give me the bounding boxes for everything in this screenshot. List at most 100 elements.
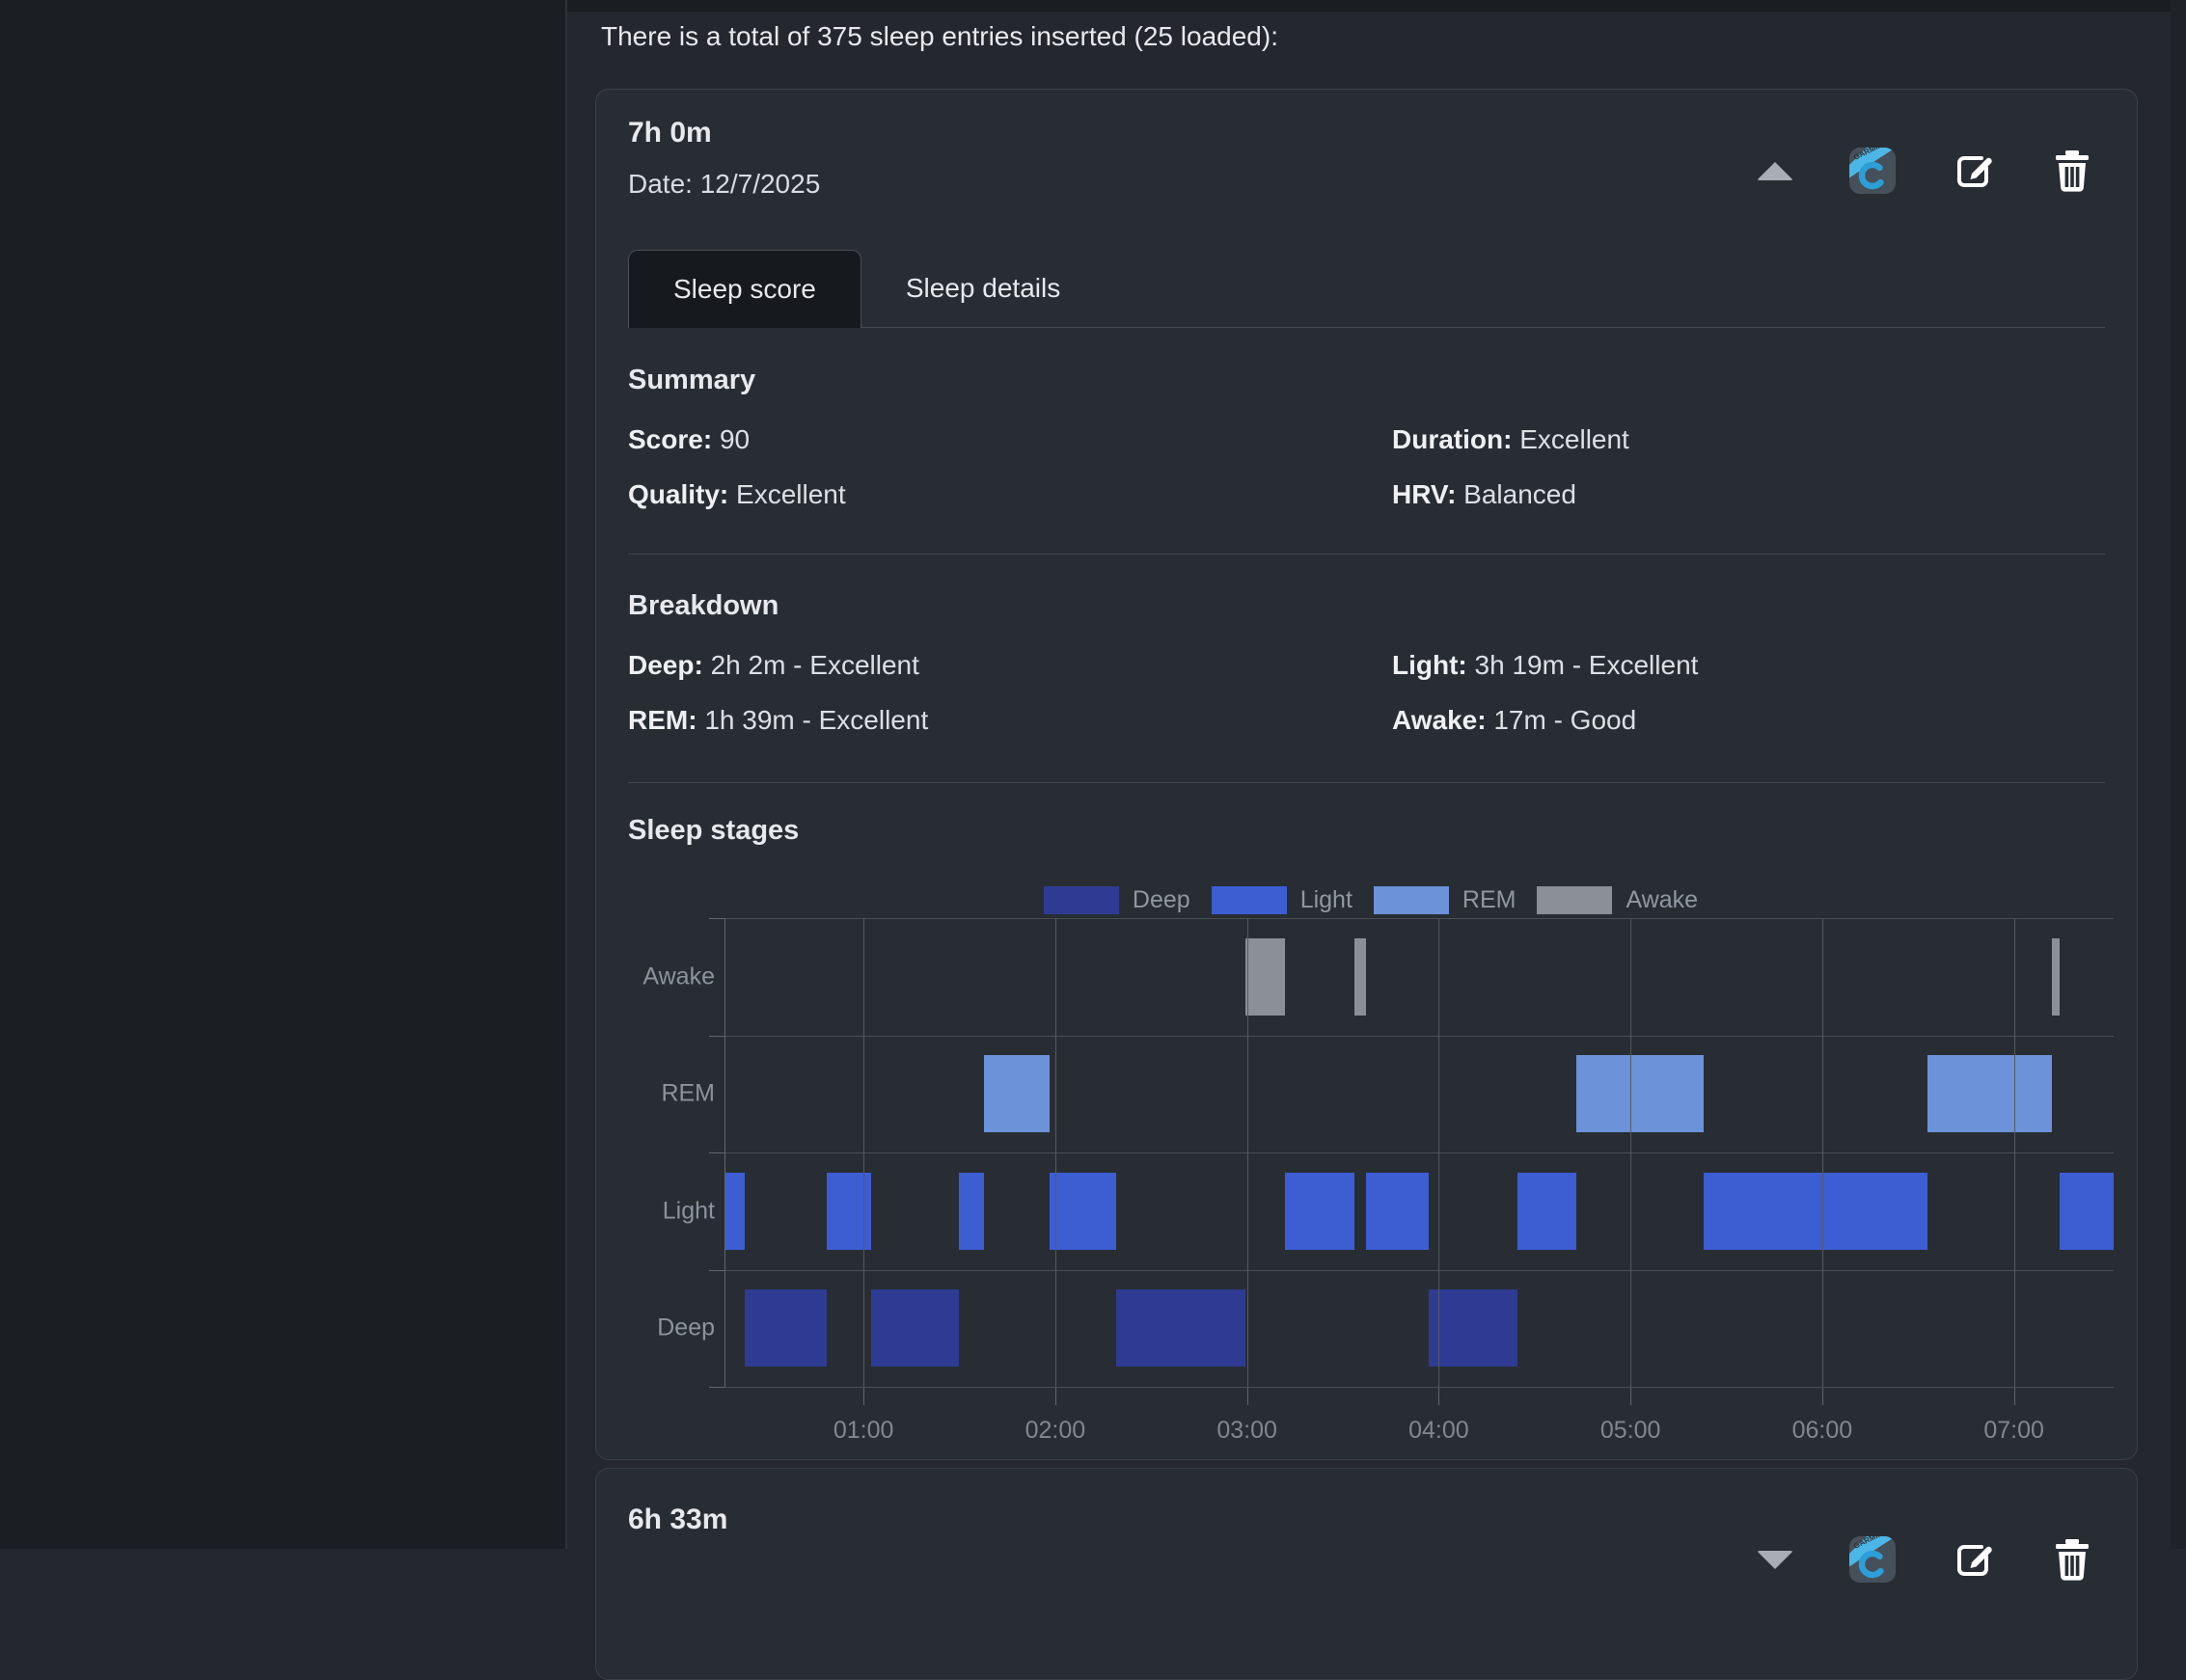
- delete-button[interactable]: [2052, 1537, 2092, 1582]
- breakdown-awake: Awake: 17m - Good: [1392, 703, 2105, 738]
- chart-y-axis-labels: Awake REM Light Deep: [628, 918, 715, 1387]
- edit-pencil-icon: [1952, 1537, 1996, 1582]
- edit-button[interactable]: [1952, 1537, 1996, 1582]
- chart-row-gridline: [724, 1152, 2114, 1153]
- chart-y-tick: [709, 1152, 724, 1153]
- chart-hour-gridline: [1821, 918, 1823, 1387]
- chart-y-label-awake: Awake: [642, 962, 715, 990]
- summary-duration-label: Duration:: [1392, 424, 1513, 454]
- edit-pencil-icon: [1952, 149, 1996, 193]
- garmin-connect-icon: GARMIN: [1849, 1536, 1896, 1583]
- summary-quality-label: Quality:: [628, 479, 729, 509]
- breakdown-deep: Deep: 2h 2m - Excellent: [628, 648, 1392, 683]
- sleep-stages-chart: Awake REM Light Deep 01:00 02:00 03:00 04:00 05…: [628, 918, 2114, 1444]
- chart-hour-gridline: [2013, 918, 2015, 1387]
- chart-y-tick: [709, 1269, 724, 1271]
- legend-swatch-deep: [1043, 885, 1119, 914]
- sleep-entry-card: 7h 0m Date: 12/7/2025 GARMIN: [595, 89, 2138, 1460]
- sleep-stage-bar-light: [1703, 1172, 1928, 1250]
- delete-button[interactable]: [2052, 149, 2092, 193]
- chart-hour-gridline: [1054, 918, 1056, 1387]
- breakdown-light: Light: 3h 19m - Excellent: [1392, 648, 2105, 683]
- breakdown-rem-value: 1h 39m - Excellent: [704, 705, 929, 735]
- sleep-stage-bar-light: [1285, 1172, 1354, 1250]
- entry-date: Date: 12/7/2025: [628, 169, 821, 199]
- edit-button[interactable]: [1952, 149, 1996, 193]
- chart-x-tick: [1054, 1387, 1056, 1405]
- chart-y-tick: [709, 918, 724, 919]
- sleep-stage-bar-deep: [871, 1289, 960, 1368]
- legend-label-deep: Deep: [1132, 885, 1190, 913]
- chart-x-tick-label: 03:00: [1216, 1417, 1277, 1444]
- breakdown-rem: REM: 1h 39m - Excellent: [628, 703, 1392, 738]
- chart-hour-gridline: [1246, 918, 1248, 1387]
- summary-quality: Quality: Excellent: [628, 477, 1392, 512]
- right-edge-strip: [2171, 0, 2186, 1549]
- legend-item-light: Light: [1211, 885, 1353, 914]
- breakdown-deep-value: 2h 2m - Excellent: [710, 650, 919, 680]
- legend-swatch-light: [1211, 885, 1287, 914]
- sleep-stage-bar-deep: [1116, 1289, 1245, 1368]
- legend-item-deep: Deep: [1043, 885, 1190, 914]
- collapse-button[interactable]: [1757, 161, 1793, 180]
- chart-y-axis-line: [724, 918, 725, 1387]
- sleep-stage-bar-awake: [2052, 937, 2061, 1016]
- sleep-stage-bar-light: [724, 1172, 745, 1250]
- chart-row-gridline: [724, 1035, 2114, 1037]
- sleep-stage-bar-light: [959, 1172, 985, 1250]
- tab-sleep-details[interactable]: Sleep details: [905, 273, 1061, 303]
- section-divider: [628, 554, 2105, 555]
- garmin-connect-icon: GARMIN: [1849, 148, 1896, 194]
- chart-row-gridline: [724, 1387, 2114, 1388]
- expand-button[interactable]: [1757, 1550, 1793, 1569]
- summary-hrv-value: Balanced: [1463, 479, 1576, 509]
- chart-x-tick: [1438, 1387, 1440, 1405]
- sleep-stages-legend: Deep Light REM Awake: [628, 884, 2114, 915]
- tab-sleep-score[interactable]: Sleep score: [628, 250, 861, 328]
- summary-score-label: Score:: [628, 424, 713, 454]
- sleep-stage-bar-light: [1049, 1172, 1117, 1250]
- sleep-stage-bar-light: [827, 1172, 872, 1250]
- breakdown-awake-label: Awake:: [1392, 705, 1487, 735]
- chart-x-tick-label: 07:00: [1983, 1417, 2044, 1444]
- chart-y-label-deep: Deep: [657, 1314, 715, 1341]
- chart-hour-gridline: [863, 918, 865, 1387]
- sleep-stage-bar-awake: [1244, 937, 1286, 1016]
- entry-duration-title: 7h 0m: [628, 117, 712, 149]
- chart-x-tick-label: 04:00: [1408, 1417, 1469, 1444]
- legend-label-awake: Awake: [1626, 885, 1699, 913]
- legend-swatch-rem: [1373, 885, 1449, 914]
- entry-actions: GARMIN: [1757, 122, 2092, 219]
- next-sleep-entry-card: 6h 33m GARMIN: [595, 1468, 2138, 1680]
- chart-hour-gridline: [1438, 918, 1440, 1387]
- breakdown-grid: Deep: 2h 2m - Excellent Light: 3h 19m - …: [628, 648, 2105, 738]
- sleep-stage-bar-deep: [744, 1289, 828, 1368]
- breakdown-heading: Breakdown: [628, 590, 779, 621]
- sleep-stage-bar-light: [1365, 1172, 1430, 1250]
- legend-item-rem: REM: [1373, 885, 1517, 914]
- summary-quality-value: Excellent: [736, 479, 846, 509]
- legend-swatch-awake: [1537, 885, 1613, 914]
- sleep-stage-bar-awake: [1353, 937, 1366, 1016]
- sleep-stage-bar-rem: [1576, 1055, 1704, 1133]
- chart-x-tick: [1246, 1387, 1248, 1405]
- sleep-stage-bar-deep: [1429, 1289, 1517, 1368]
- chart-y-label-light: Light: [662, 1197, 715, 1225]
- chevron-up-icon: [1757, 161, 1793, 180]
- chart-y-label-rem: REM: [661, 1079, 715, 1107]
- summary-score: Score: 90: [628, 422, 1392, 457]
- chart-x-axis-labels: 01:00 02:00 03:00 04:00 05:00 06:00 07:00: [724, 1387, 2114, 1444]
- breakdown-rem-label: REM:: [628, 705, 697, 735]
- summary-hrv-label: HRV:: [1392, 479, 1457, 509]
- summary-hrv: HRV: Balanced: [1392, 477, 2105, 512]
- summary-duration: Duration: Excellent: [1392, 422, 2105, 457]
- summary-duration-value: Excellent: [1519, 424, 1629, 454]
- chart-x-tick: [1630, 1387, 1632, 1405]
- left-sidebar: [0, 0, 567, 1549]
- breakdown-light-value: 3h 19m - Excellent: [1474, 650, 1699, 680]
- entry-actions: GARMIN: [1757, 1511, 2092, 1608]
- legend-label-rem: REM: [1462, 885, 1517, 913]
- chart-x-tick-label: 06:00: [1791, 1417, 1853, 1444]
- legend-label-light: Light: [1299, 885, 1353, 913]
- chart-x-tick-label: 05:00: [1599, 1417, 1661, 1444]
